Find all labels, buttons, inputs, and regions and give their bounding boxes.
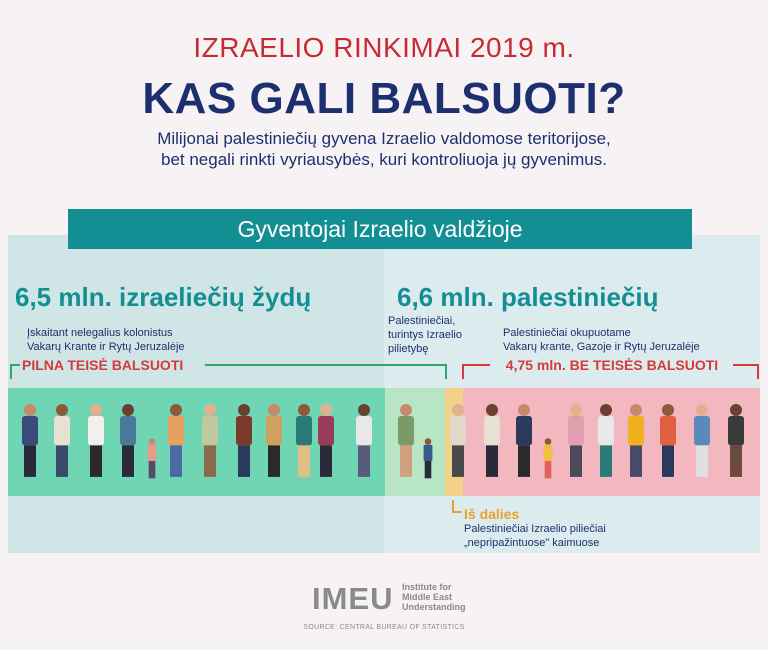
person-figure [728,404,744,477]
section-banner: Gyventojai Izraelio valdžioje [68,209,692,249]
citizens-note-line-2: turintys Izraelio [388,329,462,341]
person-figure [296,404,312,477]
partial-note: Palestiniečiai Izraelio piliečiai „nepri… [464,522,606,550]
person-figure [88,404,104,477]
person-figure [450,404,466,477]
people-illustration [22,404,744,479]
band-citizens [385,388,445,496]
full-vote-label: PILNA TEISĖ BALSUOTI [22,357,184,373]
person-figure [516,404,532,477]
person-figure [266,404,282,477]
person-figure [147,438,157,479]
citizens-note: Palestiniečiai, turintys Izraelio piliet… [388,314,462,356]
person-figure [22,404,38,477]
subtitle-line-2: bet negali rinkti vyriausybės, kuri kont… [161,150,607,169]
partial-bracket [452,500,462,513]
person-figure [398,404,414,477]
left-note-line-1: Įskaitant nelegalius kolonistus [27,327,173,339]
logo-sub-line-2: Middle East [402,592,453,602]
person-figure [54,404,70,477]
person-figure [318,404,334,477]
logo-sub-line-1: Institute for [402,582,452,592]
logo-sub-line-3: Understanding [402,602,466,612]
person-figure [598,404,614,477]
partial-label: Iš dalies [464,506,520,522]
citizens-note-line-3: pilietybę [388,343,429,355]
bracket-green [10,364,447,379]
brackets [10,364,759,379]
person-figure [202,404,218,477]
right-headline: 6,6 mln. palestiniečių [397,282,659,312]
occupied-note: Palestiniečiai okupuotame Vakarų krante,… [503,326,700,354]
person-figure [236,404,252,477]
citizens-note-line-1: Palestiniečiai, [388,315,456,327]
headline: KAS GALI BALSUOTI? [142,74,626,123]
left-headline: 6,5 mln. izraeliečių žydų [15,282,312,312]
occupied-note-line-2: Vakarų krante, Gazoje ir Rytų Jeruzalėje [503,341,700,353]
partial-note-line-2: „nepripažintuose" kaimuose [464,537,600,549]
source-credit: SOURCE: CENTRAL BUREAU OF STATISTICS [303,624,465,631]
person-figure [660,404,676,477]
imeu-logo-subtitle: Institute for Middle East Understanding [402,582,482,612]
person-figure [543,438,553,479]
person-figure [484,404,500,477]
occupied-note-line-1: Palestiniečiai okupuotame [503,327,631,339]
no-vote-label: 4,75 mln. BE TEISĖS BALSUOTI [505,357,719,373]
bracket-red [462,364,759,379]
imeu-logo: IMEU [312,581,394,616]
person-figure [628,404,644,477]
person-figure [120,404,136,477]
subtitle: Milijonai palestiniečių gyvena Izraelio … [0,128,768,170]
partial-note-line-1: Palestiniečiai Izraelio piliečiai [464,523,606,535]
person-figure [356,404,372,477]
person-figure [423,438,433,479]
kicker-title: IZRAELIO RINKIMAI 2019 m. [193,32,575,63]
left-note-line-2: Vakarų Krante ir Rytų Jeruzalėje [27,341,185,353]
person-figure [168,404,184,477]
person-figure [568,404,584,477]
left-note: Įskaitant nelegalius kolonistus Vakarų K… [27,326,185,354]
subtitle-line-1: Milijonai palestiniečių gyvena Izraelio … [157,129,611,148]
person-figure [694,404,710,477]
